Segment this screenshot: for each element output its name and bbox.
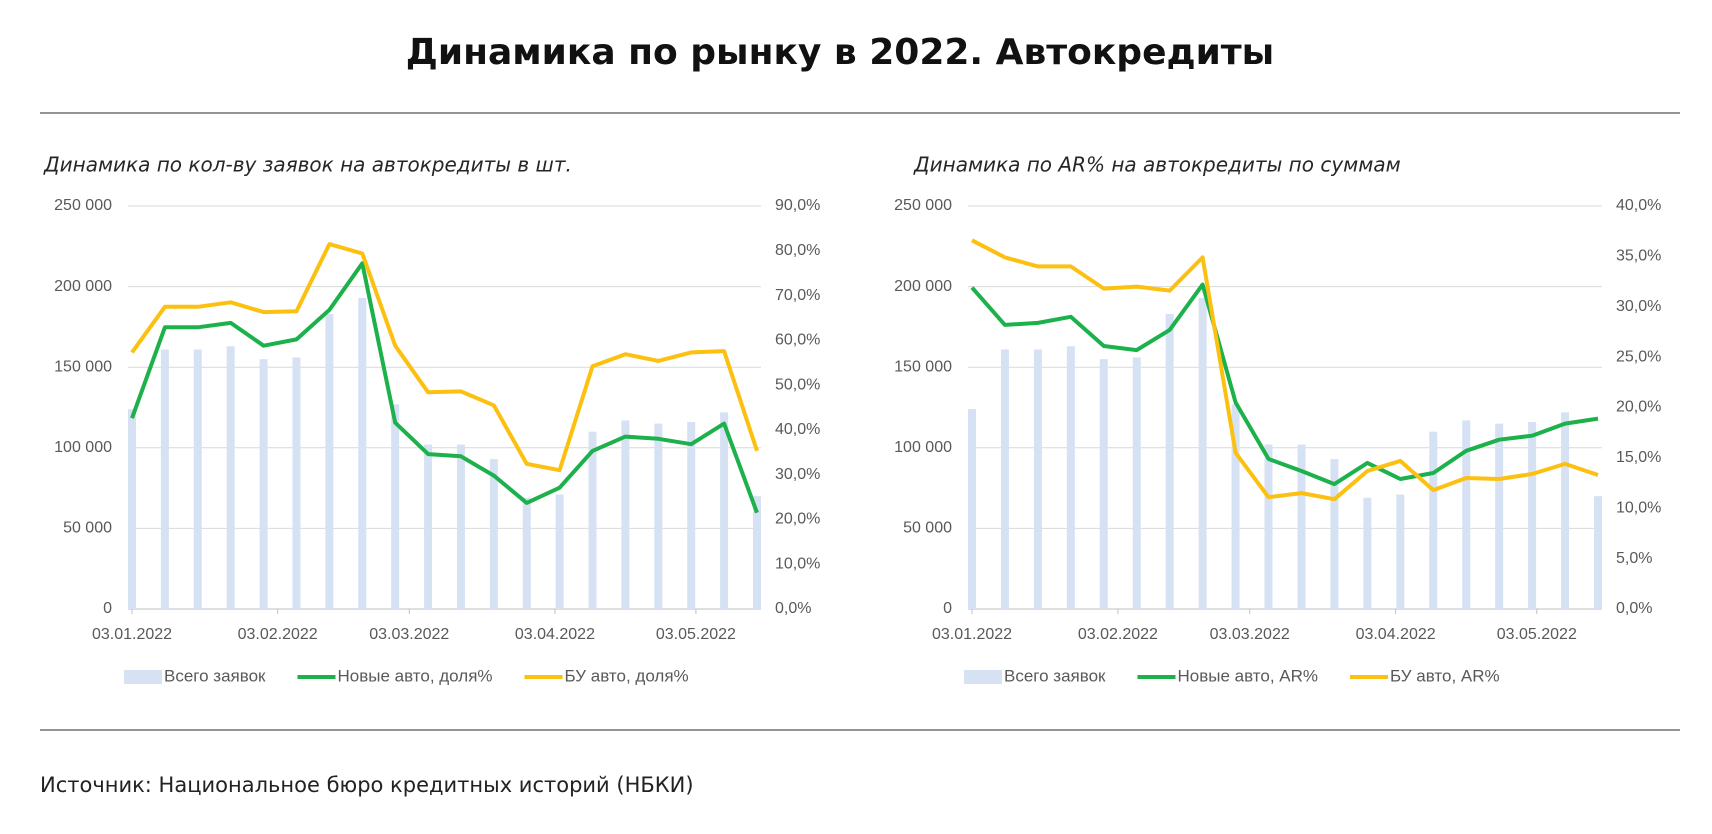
bar: [325, 314, 334, 609]
y-tick-label: 150 000: [894, 358, 952, 375]
y-tick-label: 0: [103, 600, 112, 617]
y2-tick-label: 10,0%: [1616, 499, 1661, 516]
y2-tick-label: 35,0%: [1616, 248, 1661, 265]
line-series: [130, 261, 759, 514]
bar: [193, 349, 202, 609]
legend-label: БУ авто, доля%: [565, 666, 689, 685]
chart-subtitle: Динамика по AR% на автокредиты по суммам: [913, 153, 1401, 177]
x-tick-label: 03.04.2022: [1356, 626, 1436, 643]
chart-subtitle: Динамика по кол-ву заявок на автокредиты…: [43, 153, 572, 177]
y2-tick-label: 70,0%: [775, 287, 820, 304]
y2-tick-label: 90,0%: [775, 197, 820, 214]
bar: [226, 346, 235, 609]
legend-label: БУ авто, AR%: [1390, 666, 1500, 685]
x-tick-label: 03.02.2022: [238, 626, 318, 643]
line-series: [970, 282, 1599, 487]
y2-tick-label: 15,0%: [1616, 449, 1661, 466]
bar: [489, 459, 498, 609]
bar: [753, 496, 761, 609]
y-tick-label: 250 000: [54, 197, 112, 214]
bar: [1264, 444, 1273, 609]
y2-tick-label: 50,0%: [775, 376, 820, 393]
bar: [1429, 431, 1438, 609]
y2-tick-label: 5,0%: [1616, 550, 1652, 567]
y2-tick-label: 20,0%: [775, 511, 820, 528]
y2-tick-label: 10,0%: [775, 555, 820, 572]
bar: [1495, 423, 1504, 609]
page-title: Динамика по рынку в 2022. Автокредиты: [406, 32, 1274, 73]
y-tick-label: 200 000: [54, 278, 112, 295]
y2-tick-label: 30,0%: [1616, 298, 1661, 315]
bar: [1396, 494, 1405, 609]
bar: [292, 357, 301, 609]
bar: [1594, 496, 1602, 609]
legend-label: Новые авто, доля%: [338, 666, 493, 685]
line-series: [130, 242, 759, 473]
x-tick-label: 03.02.2022: [1078, 626, 1158, 643]
legend-swatch: [124, 670, 162, 684]
bar: [522, 497, 531, 609]
y-tick-label: 200 000: [894, 278, 952, 295]
legend-label: Всего заявок: [164, 666, 266, 685]
bar: [1099, 359, 1108, 609]
y-tick-label: 100 000: [894, 439, 952, 456]
legend-label: Всего заявок: [1004, 666, 1106, 685]
x-tick-label: 03.03.2022: [369, 626, 449, 643]
bar: [1363, 497, 1372, 609]
bar: [358, 297, 367, 609]
bar: [1561, 412, 1570, 609]
y2-tick-label: 60,0%: [775, 332, 820, 349]
bar: [621, 420, 630, 609]
bar: [1132, 357, 1141, 609]
y-tick-label: 50 000: [63, 520, 112, 537]
y2-tick-label: 0,0%: [1616, 600, 1652, 617]
x-tick-label: 03.05.2022: [1497, 626, 1577, 643]
bar: [588, 431, 597, 609]
y-tick-label: 50 000: [903, 520, 952, 537]
bar: [128, 409, 136, 609]
y-tick-label: 150 000: [54, 358, 112, 375]
bar: [456, 444, 465, 609]
y2-tick-label: 30,0%: [775, 466, 820, 483]
y2-tick-label: 40,0%: [1616, 197, 1661, 214]
bar: [1165, 314, 1174, 609]
bar: [160, 349, 169, 609]
source-note: Источник: Национальное бюро кредитных ис…: [40, 773, 694, 797]
bar: [1462, 420, 1471, 609]
y2-tick-label: 40,0%: [775, 421, 820, 438]
bar: [259, 359, 268, 609]
y-tick-label: 250 000: [894, 197, 952, 214]
y2-tick-label: 20,0%: [1616, 399, 1661, 416]
y2-tick-label: 25,0%: [1616, 348, 1661, 365]
y2-tick-label: 0,0%: [775, 600, 811, 617]
bar: [687, 422, 696, 609]
x-tick-label: 03.01.2022: [932, 626, 1012, 643]
bar: [1000, 349, 1009, 609]
bar: [1231, 404, 1240, 609]
y-tick-label: 100 000: [54, 439, 112, 456]
bar: [1330, 459, 1339, 609]
bar: [1297, 444, 1306, 609]
x-tick-label: 03.04.2022: [515, 626, 595, 643]
x-tick-label: 03.01.2022: [92, 626, 172, 643]
bar: [1066, 346, 1075, 609]
legend-label: Новые авто, AR%: [1178, 666, 1319, 685]
bar: [1198, 297, 1207, 609]
bar: [555, 494, 564, 609]
line-series: [971, 238, 1599, 502]
y2-tick-label: 80,0%: [775, 242, 820, 259]
bar: [1033, 349, 1042, 609]
bar: [720, 412, 729, 609]
bar: [1528, 422, 1537, 609]
legend-swatch: [964, 670, 1002, 684]
x-tick-label: 03.05.2022: [656, 626, 736, 643]
bar: [968, 409, 976, 609]
bar: [391, 404, 400, 609]
y-tick-label: 0: [943, 600, 952, 617]
bar: [424, 444, 433, 609]
x-tick-label: 03.03.2022: [1210, 626, 1290, 643]
bar: [654, 423, 663, 609]
